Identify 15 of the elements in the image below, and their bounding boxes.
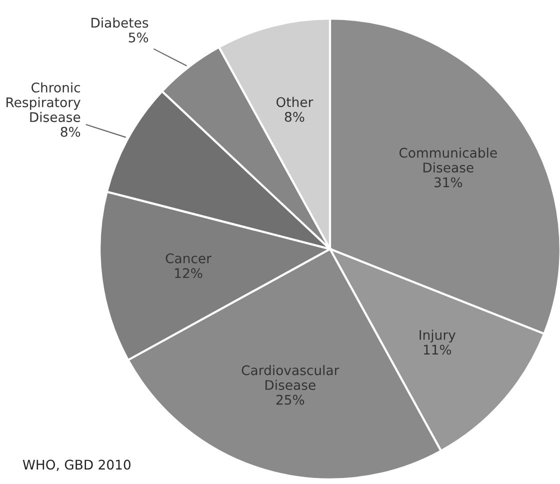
data-label: 8% [284, 112, 304, 122]
slice-label: Chronic Respiratory Disease [6, 82, 80, 122]
slice-label: Cancer [166, 253, 212, 264]
data-label: 5% [128, 32, 148, 42]
slice-label: Diabetes [92, 18, 148, 28]
data-label: 11% [424, 344, 452, 355]
data-label: 25% [276, 394, 304, 405]
data-label: 31% [434, 177, 462, 188]
slice-label: Injury [420, 330, 456, 342]
slice-label: Other [276, 96, 314, 108]
slice-label: Cardiovascular Disease [242, 365, 340, 390]
text: WHO, GBD 2010 [22, 460, 130, 472]
data-label: 12% [175, 268, 202, 278]
data-label: 8% [60, 126, 80, 137]
slice-label: Communicable Disease [399, 148, 497, 173]
